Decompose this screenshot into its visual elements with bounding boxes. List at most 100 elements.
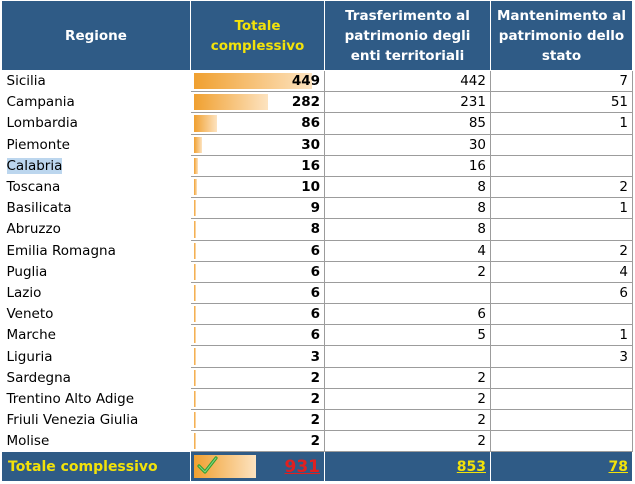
cell-maintain[interactable]: 2 — [490, 176, 633, 199]
cell-maintain[interactable] — [490, 303, 633, 326]
cell-total[interactable]: 10 — [190, 176, 325, 199]
table-row: Lombardia 86 85 1 — [1, 112, 633, 135]
cell-region[interactable]: Campania — [1, 91, 191, 114]
table-row: Emilia Romagna 6 4 2 — [1, 240, 633, 262]
region-name: Sardegna — [6, 369, 71, 386]
cell-region[interactable]: Molise — [1, 430, 191, 453]
cell-transfer[interactable]: 5 — [324, 324, 491, 347]
cell-transfer[interactable]: 8 — [324, 176, 491, 199]
cell-transfer[interactable]: 6 — [324, 303, 491, 326]
check-icon — [197, 456, 218, 474]
cell-transfer[interactable]: 8 — [324, 218, 491, 241]
cell-maintain[interactable]: 51 — [490, 91, 633, 114]
cell-maintain[interactable]: 1 — [490, 112, 633, 135]
cell-maintain[interactable]: 3 — [490, 345, 633, 368]
cell-total[interactable]: 2 — [190, 388, 325, 411]
region-name: Lazio — [6, 284, 42, 301]
total-value: 6 — [310, 327, 320, 344]
cell-total[interactable]: 6 — [190, 324, 325, 347]
cell-total[interactable]: 2 — [190, 367, 325, 389]
cell-total[interactable]: 30 — [190, 134, 325, 156]
cell-region[interactable]: Sardegna — [1, 367, 191, 389]
cell-transfer[interactable]: 30 — [324, 134, 491, 156]
cell-maintain[interactable]: 1 — [490, 324, 633, 347]
footer-label[interactable]: Totale complessivo — [1, 451, 191, 483]
cell-region[interactable]: Liguria — [1, 345, 191, 368]
cell-total[interactable]: 2 — [190, 409, 325, 432]
cell-total[interactable]: 86 — [190, 112, 325, 135]
data-bar — [193, 115, 217, 132]
cell-region[interactable]: Sicilia — [1, 70, 191, 93]
cell-region[interactable]: Trentino Alto Adige — [1, 388, 191, 411]
cell-region[interactable]: Toscana — [1, 176, 191, 199]
table-body: Sicilia 449 442 7 Campania 282 231 51 Lombardia 8… — [1, 69, 633, 453]
data-bar — [193, 369, 196, 386]
cell-transfer[interactable] — [324, 345, 491, 368]
cell-transfer[interactable]: 231 — [324, 91, 491, 114]
header-maintain[interactable]: Mantenimento al patrimonio dello stato — [490, 0, 633, 71]
cell-maintain[interactable]: 6 — [490, 282, 633, 305]
cell-transfer[interactable]: 442 — [324, 69, 491, 93]
cell-maintain[interactable]: 1 — [490, 197, 633, 220]
cell-maintain[interactable] — [490, 409, 633, 432]
header-transfer[interactable]: Trasferimento al patrimonio degli enti t… — [324, 0, 491, 71]
region-name: Basilicata — [6, 200, 72, 217]
cell-total[interactable]: 6 — [190, 282, 325, 305]
cell-total[interactable]: 6 — [190, 240, 325, 262]
table-row: Friuli Venezia Giulia 2 2 — [1, 409, 633, 432]
cell-maintain[interactable] — [490, 155, 633, 177]
cell-total[interactable]: 2 — [190, 430, 325, 453]
region-name: Liguria — [6, 348, 53, 365]
cell-maintain[interactable] — [490, 388, 633, 411]
footer-transfer-total[interactable]: 853 — [324, 451, 491, 483]
data-bar — [193, 73, 312, 90]
cell-transfer[interactable]: 16 — [324, 155, 491, 177]
cell-transfer[interactable]: 2 — [324, 409, 491, 432]
cell-maintain[interactable]: 4 — [490, 261, 633, 283]
cell-transfer[interactable]: 85 — [324, 112, 491, 135]
cell-total[interactable]: 9 — [190, 197, 325, 220]
cell-maintain[interactable]: 7 — [490, 69, 633, 93]
cell-transfer[interactable]: 2 — [324, 367, 491, 389]
data-bar — [193, 136, 202, 153]
cell-total[interactable]: 282 — [190, 91, 325, 114]
cell-region[interactable]: Friuli Venezia Giulia — [1, 409, 191, 432]
cell-transfer[interactable]: 2 — [324, 388, 491, 411]
cell-region[interactable]: Emilia Romagna — [1, 240, 191, 262]
cell-maintain[interactable] — [490, 430, 633, 453]
cell-region[interactable]: Basilicata — [1, 197, 191, 220]
footer-maintain-total[interactable]: 78 — [490, 451, 633, 483]
cell-transfer[interactable] — [324, 282, 491, 305]
cell-region[interactable]: Calabria — [1, 155, 191, 177]
header-total[interactable]: Totale complessivo — [190, 0, 325, 71]
cell-total[interactable]: 6 — [190, 303, 325, 326]
cell-region[interactable]: Lazio — [1, 282, 191, 305]
header-region[interactable]: Regione — [1, 0, 191, 71]
region-name: Veneto — [6, 306, 54, 323]
table-header: Regione Totale complessivo Trasferimento… — [1, 0, 633, 71]
region-name: Piemonte — [6, 136, 70, 153]
cell-total[interactable]: 449 — [190, 69, 325, 93]
cell-transfer[interactable]: 2 — [324, 430, 491, 453]
cell-maintain[interactable] — [490, 134, 633, 156]
cell-region[interactable]: Piemonte — [1, 134, 191, 156]
cell-region[interactable]: Abruzzo — [1, 218, 191, 241]
cell-maintain[interactable]: 2 — [490, 240, 633, 262]
cell-total[interactable]: 16 — [190, 155, 325, 177]
cell-region[interactable]: Puglia — [1, 261, 191, 283]
cell-region[interactable]: Veneto — [1, 303, 191, 326]
cell-transfer[interactable]: 2 — [324, 261, 491, 283]
cell-total[interactable]: 8 — [190, 218, 325, 241]
footer-total-cell[interactable]: 931 — [190, 451, 325, 483]
cell-region[interactable]: Lombardia — [1, 112, 191, 135]
data-bar — [193, 433, 196, 450]
cell-region[interactable]: Marche — [1, 324, 191, 347]
cell-maintain[interactable] — [490, 367, 633, 389]
cell-maintain[interactable] — [490, 218, 633, 241]
cell-transfer[interactable]: 8 — [324, 197, 491, 220]
total-value: 8 — [310, 221, 320, 238]
cell-transfer[interactable]: 4 — [324, 240, 491, 262]
cell-total[interactable]: 3 — [190, 345, 325, 368]
total-value: 3 — [310, 348, 320, 365]
cell-total[interactable]: 6 — [190, 261, 325, 283]
